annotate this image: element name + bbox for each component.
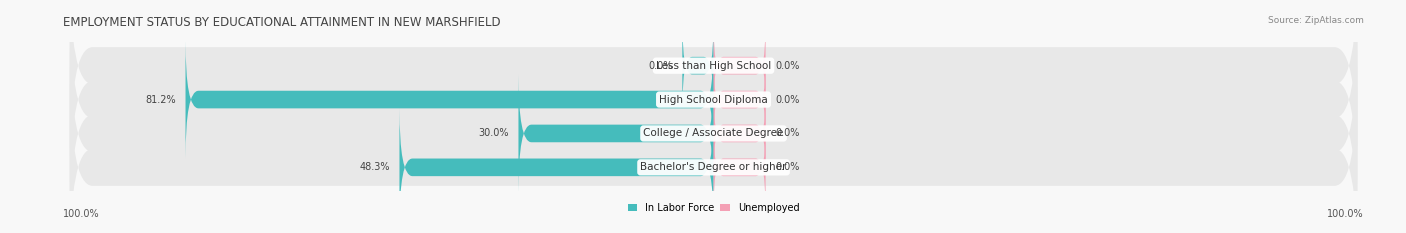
Text: 0.0%: 0.0% — [775, 95, 800, 105]
FancyBboxPatch shape — [713, 91, 765, 175]
FancyBboxPatch shape — [186, 41, 713, 158]
Text: 0.0%: 0.0% — [648, 61, 672, 71]
Text: 0.0%: 0.0% — [775, 61, 800, 71]
Text: 48.3%: 48.3% — [359, 162, 389, 172]
Text: EMPLOYMENT STATUS BY EDUCATIONAL ATTAINMENT IN NEW MARSHFIELD: EMPLOYMENT STATUS BY EDUCATIONAL ATTAINM… — [63, 16, 501, 29]
FancyBboxPatch shape — [70, 0, 1357, 200]
FancyBboxPatch shape — [713, 125, 765, 209]
Text: Source: ZipAtlas.com: Source: ZipAtlas.com — [1268, 16, 1364, 25]
Text: High School Diploma: High School Diploma — [659, 95, 768, 105]
FancyBboxPatch shape — [519, 75, 713, 192]
Text: 0.0%: 0.0% — [775, 162, 800, 172]
FancyBboxPatch shape — [682, 24, 713, 108]
Text: 81.2%: 81.2% — [145, 95, 176, 105]
Text: Less than High School: Less than High School — [657, 61, 770, 71]
FancyBboxPatch shape — [70, 67, 1357, 233]
FancyBboxPatch shape — [399, 108, 713, 226]
Text: College / Associate Degree: College / Associate Degree — [644, 128, 783, 138]
FancyBboxPatch shape — [713, 58, 765, 142]
Text: Bachelor's Degree or higher: Bachelor's Degree or higher — [640, 162, 787, 172]
Text: 100.0%: 100.0% — [1327, 209, 1364, 219]
FancyBboxPatch shape — [70, 0, 1357, 166]
FancyBboxPatch shape — [713, 24, 765, 108]
FancyBboxPatch shape — [70, 33, 1357, 233]
Text: 0.0%: 0.0% — [775, 128, 800, 138]
Legend: In Labor Force, Unemployed: In Labor Force, Unemployed — [627, 203, 800, 213]
Text: 100.0%: 100.0% — [63, 209, 100, 219]
Text: 30.0%: 30.0% — [478, 128, 509, 138]
